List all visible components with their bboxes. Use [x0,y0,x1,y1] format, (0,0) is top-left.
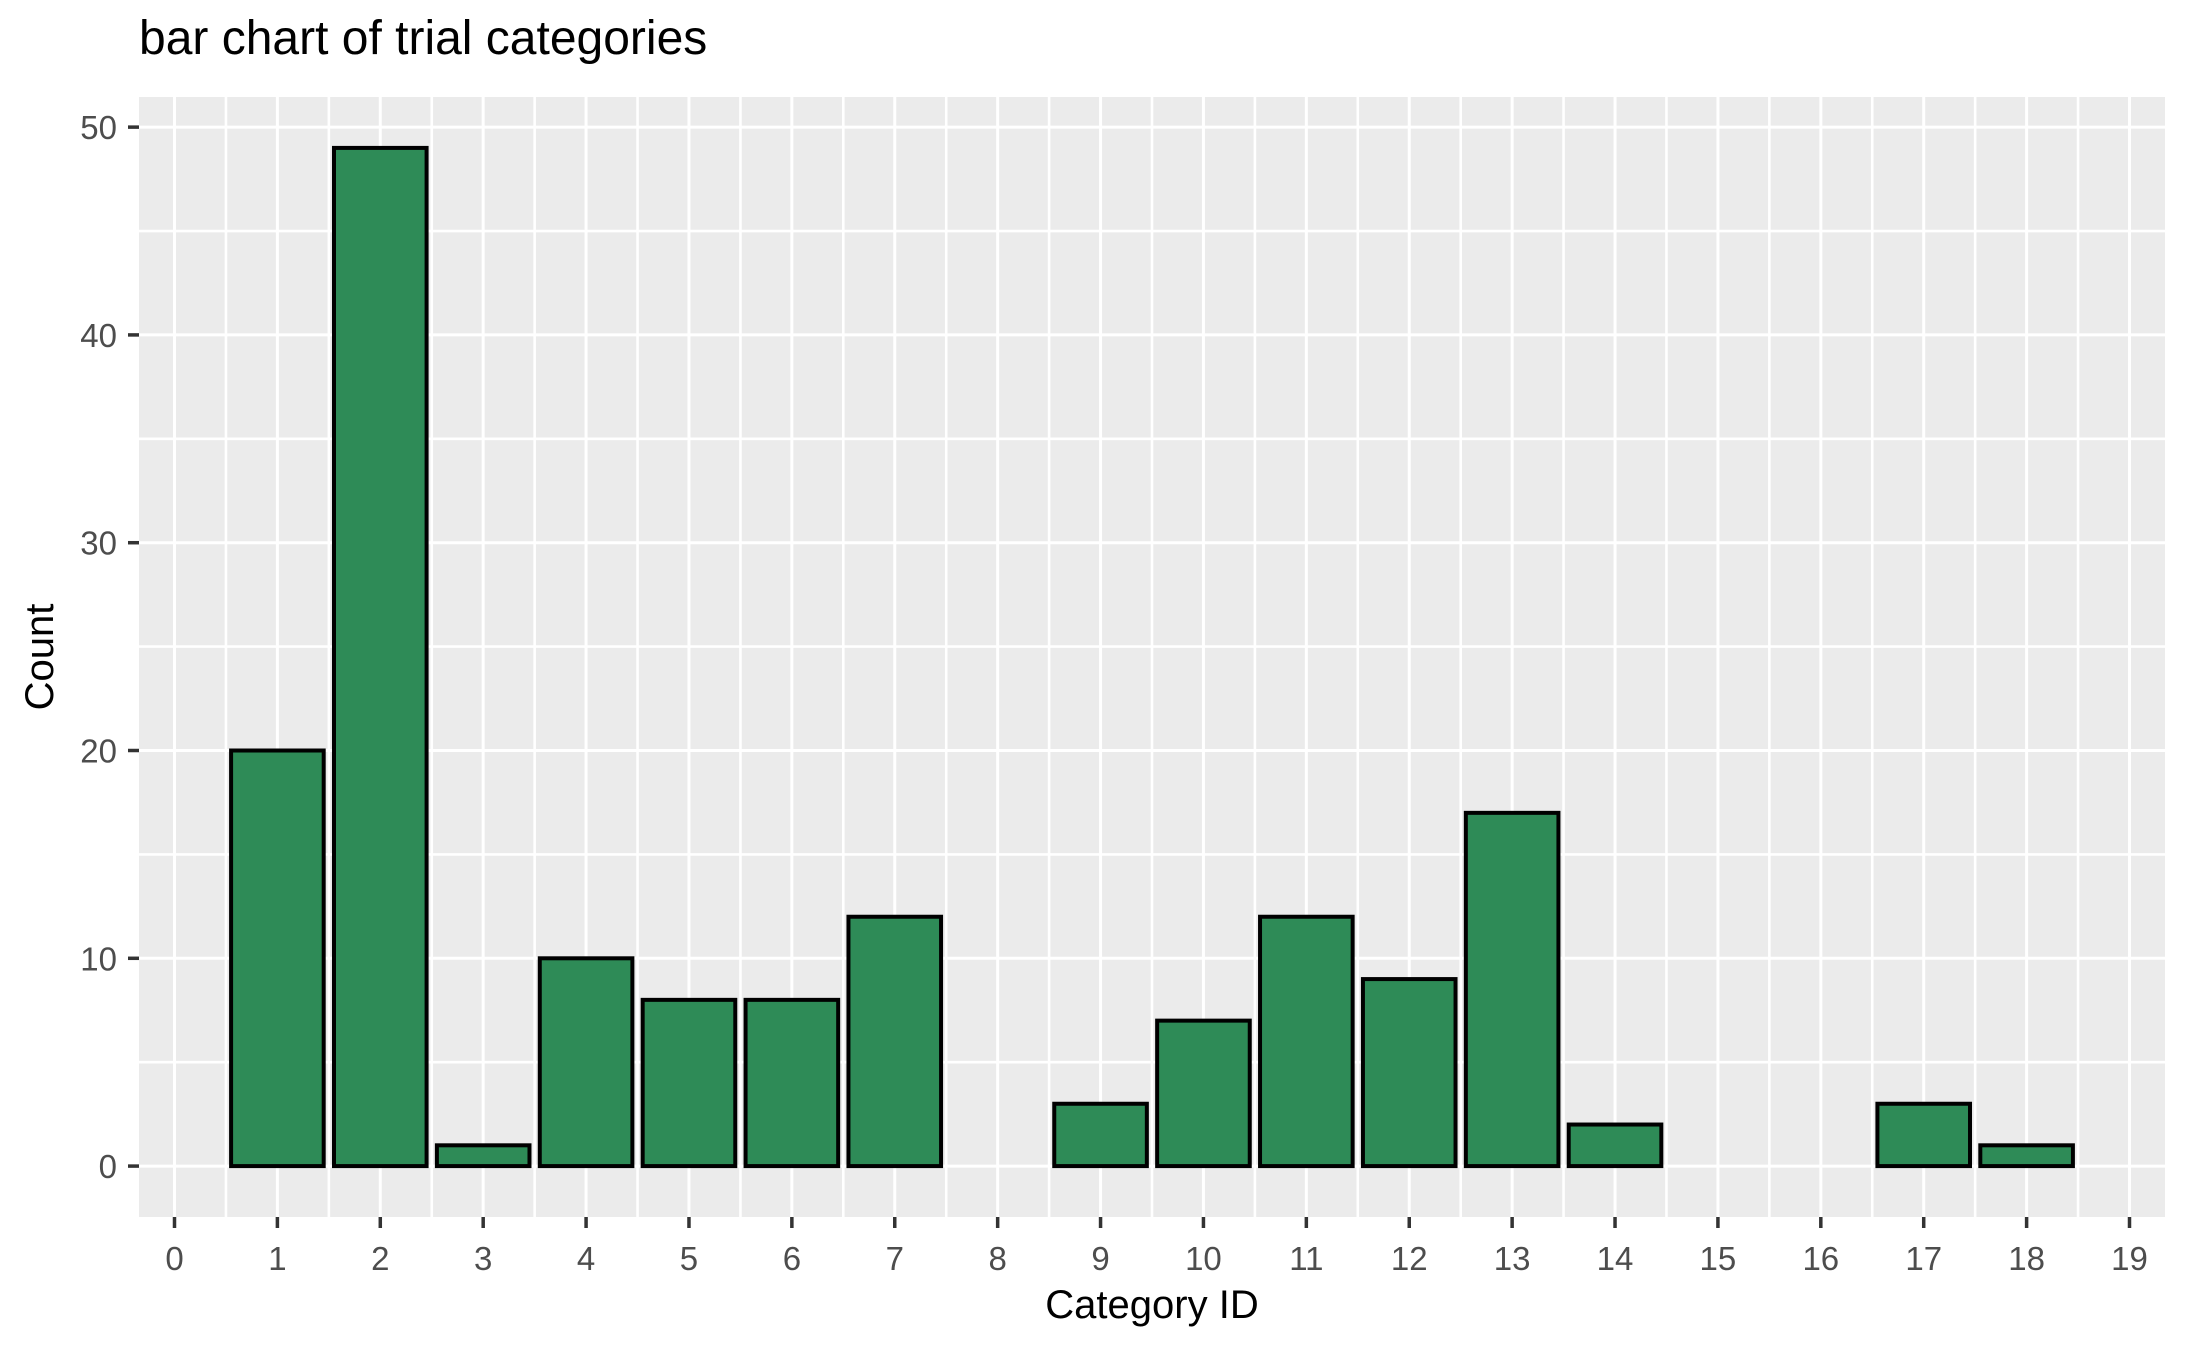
x-tick-label: 19 [2111,1240,2148,1277]
x-tick-label: 4 [577,1240,595,1277]
bar [1566,1122,1664,1169]
bar [1978,1143,2075,1169]
y-tick-label: 20 [80,733,117,770]
x-tick-label: 18 [2008,1240,2045,1277]
bar [1155,1018,1252,1169]
x-axis-title: Category ID [1045,1283,1259,1327]
x-tick-label: 16 [1802,1240,1839,1277]
x-tick-label: 3 [474,1240,492,1277]
chart-title: bar chart of trial categories [139,12,708,65]
x-tick-label: 10 [1185,1240,1222,1277]
y-tick-label: 40 [80,317,117,354]
x-tick-label: 2 [371,1240,389,1277]
x-tick-label: 0 [165,1240,183,1277]
y-tick-label: 30 [80,525,117,562]
x-tick-label: 15 [1700,1240,1737,1277]
bar [743,997,841,1169]
bar [640,997,738,1169]
x-tick-label: 5 [680,1240,698,1277]
bar [537,956,635,1169]
bar [1258,914,1355,1169]
x-tick-label: 13 [1494,1240,1531,1277]
x-tick-label: 6 [783,1240,801,1277]
x-tick-label: 8 [988,1240,1006,1277]
bar [1052,1101,1149,1169]
x-tick-label: 1 [268,1240,286,1277]
bar [331,145,429,1169]
bar [434,1143,532,1169]
x-tick-label: 11 [1289,1240,1323,1277]
bar [229,748,326,1169]
y-tick-label: 10 [80,940,117,977]
y-tick-label: 50 [80,109,117,146]
bar [1875,1101,1973,1169]
y-axis-title: Count [18,603,62,711]
x-tick-label: 7 [886,1240,904,1277]
x-tick-label: 9 [1091,1240,1109,1277]
y-tick-label: 0 [99,1148,117,1185]
x-tick-label: 12 [1391,1240,1428,1277]
bar [1360,977,1458,1169]
x-tick-label: 14 [1597,1240,1634,1277]
bar [1463,810,1561,1169]
bar [846,914,944,1169]
x-tick-label: 17 [1905,1240,1942,1277]
